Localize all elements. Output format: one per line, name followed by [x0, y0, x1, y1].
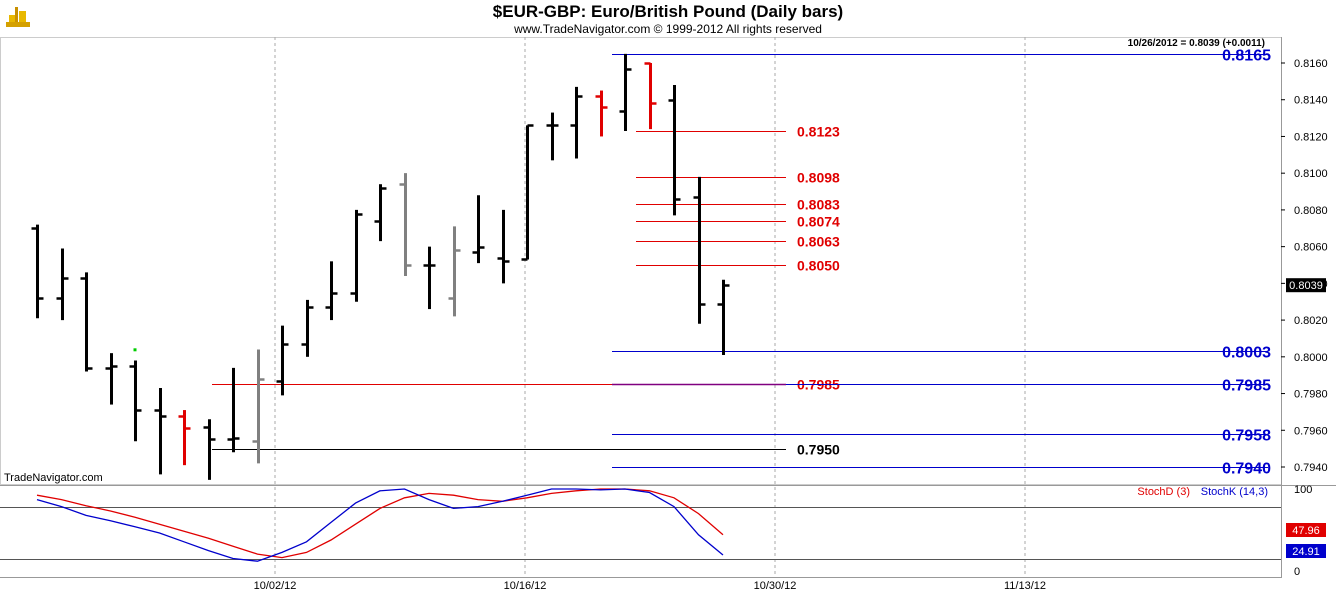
level-label: 0.8123: [797, 124, 840, 140]
price-tick-label: 0.8020: [1294, 315, 1328, 327]
date-tick-label: 10/16/12: [504, 580, 547, 592]
level-label: 0.8083: [797, 197, 840, 213]
stoch-k-line: [36, 488, 724, 562]
date-tick-label: 10/30/12: [754, 580, 797, 592]
price-tick-label: 0.7980: [1294, 389, 1328, 401]
stoch-d-line: [36, 488, 724, 559]
price-panel: [0, 37, 1282, 485]
stoch-k-legend: StochK (14,3): [1201, 486, 1268, 498]
stoch-d-value-box: [1286, 523, 1326, 537]
price-tick-label: 0.8000: [1294, 352, 1328, 364]
trade-navigator-logo-icon: [4, 4, 32, 32]
stoch-d-value: 47.96: [1292, 525, 1320, 537]
last-quote-text: 10/26/2012 = 0.8039 (+0.0011): [1128, 38, 1265, 49]
date-tick-label: 10/02/12: [254, 580, 297, 592]
chart-title: $EUR-GBP: Euro/British Pound (Daily bars…: [492, 2, 844, 21]
stoch-tick-label: 100: [1294, 484, 1312, 496]
stoch-k-value-box: [1286, 544, 1326, 558]
price-tick-label: 0.8120: [1294, 131, 1328, 143]
price-tick-label: 0.8160: [1294, 58, 1328, 70]
stoch-d-legend: StochD (3): [1137, 486, 1190, 498]
level-label: 0.8003: [1222, 345, 1271, 362]
price-tick-label: 0.8060: [1294, 242, 1328, 254]
price-tick-label: 0.8100: [1294, 168, 1328, 180]
level-label: 0.8098: [797, 170, 840, 186]
price-tick-label: 0.8140: [1294, 95, 1328, 107]
watermark-text: TradeNavigator.com: [4, 472, 103, 484]
level-label: 0.7940: [1222, 461, 1271, 478]
price-tick-label: 0.7940: [1294, 462, 1328, 474]
current-price-box: [1286, 278, 1326, 293]
stoch-k-value: 24.91: [1292, 546, 1320, 558]
current-price-label: 0.8039: [1289, 280, 1323, 292]
level-label: 0.8063: [797, 234, 840, 250]
signal-marker: [133, 348, 137, 352]
price-tick-label: 0.8080: [1294, 205, 1328, 217]
level-label: 0.8165: [1222, 48, 1271, 65]
level-label: 0.7958: [1222, 428, 1271, 445]
date-tick-label: 11/13/12: [1004, 580, 1046, 592]
level-label: 0.7985: [1222, 378, 1271, 395]
level-label: 0.7950: [797, 442, 840, 458]
copyright-text: www.TradeNavigator.com © 1999-2012 All r…: [514, 22, 822, 36]
level-label: 0.8050: [797, 258, 840, 274]
stoch-tick-label: 0: [1294, 566, 1300, 578]
price-tick-label: 0.7960: [1294, 425, 1328, 437]
level-label: 0.8074: [797, 214, 840, 230]
